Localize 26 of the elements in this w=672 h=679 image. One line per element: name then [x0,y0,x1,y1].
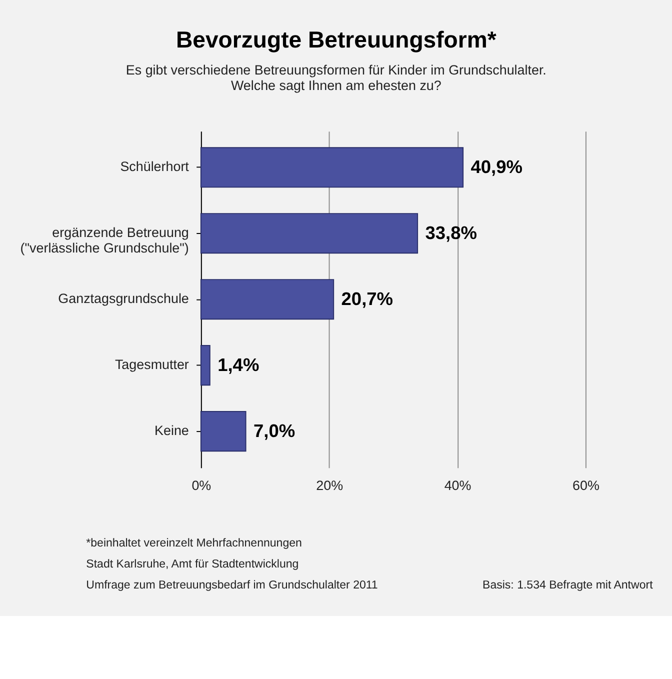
text: Umfrage zum Betreuungsbedarf im Grundschulalter 2011 [86,580,378,592]
bar [200,411,246,452]
x-tick-label: 0% [192,478,212,494]
y-tick-label: Tagesmutter [114,357,190,372]
text: Welche sagt Ihnen am ehesten zu? [230,78,442,93]
y-tick-label: Schülerhort [120,159,190,174]
data-label: 33,8% [425,222,477,244]
y-tick-label: Keine [154,423,189,438]
x-tick-label: 20% [316,478,344,494]
data-label: 1,4% [218,354,260,376]
text: Basis: 1.534 Befragte mit Antwort [482,580,654,592]
data-label: 7,0% [253,420,296,442]
y-tick-label: Ganztagsgrundschule [58,291,189,306]
data-label: 40,9% [470,156,523,178]
bar [200,345,210,386]
chart-title: Bevorzugte Betreuungsform* [176,26,496,52]
text: Stadt Karlsruhe, Amt für Stadtentwicklung [86,558,299,571]
data-label: 20,7% [341,288,394,310]
bar [200,147,464,188]
x-tick-label: 40% [444,478,472,494]
x-tick-label: 60% [572,478,600,494]
bar [200,279,334,320]
text: *beinhaltet vereinzelt Mehrfachnennungen [86,537,302,550]
text: Es gibt verschiedene Betreuungsformen für Kinder im Grundschulalter. [126,62,546,78]
y-tick-label: ergänzende Betreuung ("verlässliche Grundschule") [20,225,189,256]
bar [200,213,418,254]
